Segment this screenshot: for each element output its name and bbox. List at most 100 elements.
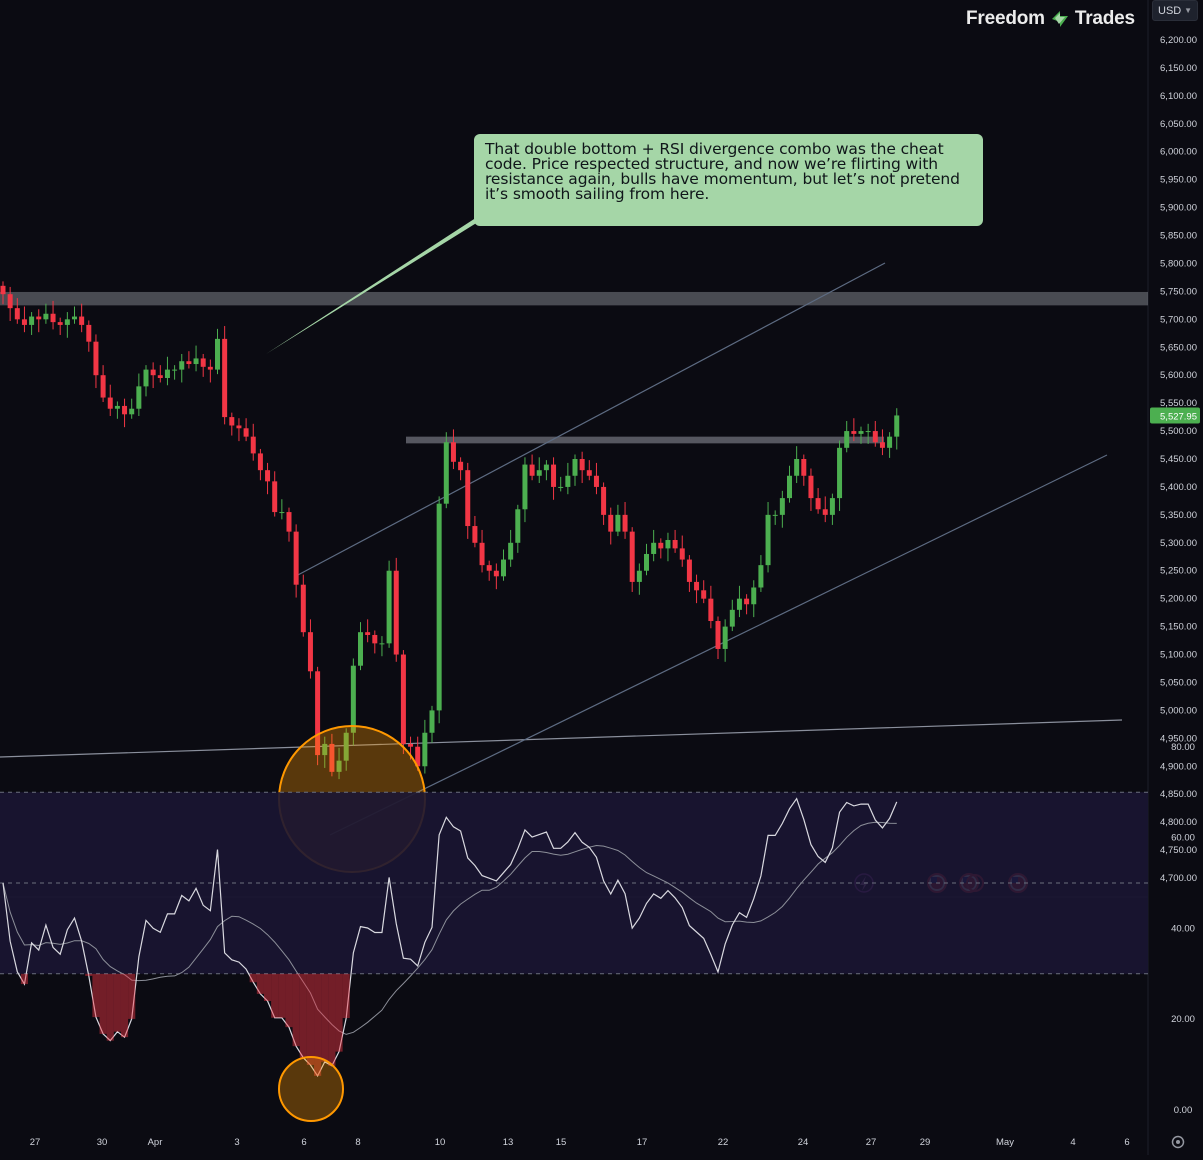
candle-body — [64, 319, 70, 325]
candle-body — [493, 570, 499, 577]
candle-body — [844, 431, 850, 448]
candle-body — [629, 531, 635, 582]
candle-body — [751, 587, 757, 605]
settings-gear-icon[interactable] — [1171, 1135, 1185, 1149]
candle-body — [343, 732, 349, 761]
candle-body — [36, 316, 42, 320]
candle-body — [322, 743, 328, 756]
candle-body — [429, 710, 435, 733]
rsi-oversold-fill — [285, 973, 293, 1028]
price-tick-label: 4,900.00 — [1160, 761, 1197, 772]
time-tick-label: 27 — [30, 1137, 41, 1148]
candle-body — [887, 436, 893, 448]
candle-body — [715, 621, 721, 649]
candle-body — [0, 285, 6, 295]
candle-body — [701, 590, 707, 599]
candle-body — [779, 498, 785, 515]
candle-body — [515, 509, 521, 543]
candle-body — [272, 481, 278, 513]
candle-body — [122, 405, 128, 415]
price-tick-label: 4,750.00 — [1160, 845, 1197, 856]
candle-body — [279, 512, 285, 514]
candle-body — [21, 319, 27, 325]
rsi-band-fill — [0, 792, 1148, 974]
channel-upper-line — [295, 262, 886, 577]
candle-body — [222, 338, 228, 418]
currency-selector[interactable]: USD ▼ — [1152, 0, 1198, 21]
price-tick-label: 5,450.00 — [1160, 454, 1197, 465]
candle-body — [315, 671, 321, 756]
time-tick-label: 10 — [435, 1137, 446, 1148]
rsi-oversold-fill — [278, 973, 286, 1018]
candle-body — [329, 743, 335, 772]
time-tick-label: 17 — [637, 1137, 648, 1148]
candle-body — [150, 369, 156, 376]
candle-body — [300, 584, 306, 633]
time-tick-label: 8 — [355, 1137, 360, 1148]
price-tick-label: 5,700.00 — [1160, 314, 1197, 325]
candle-body — [801, 459, 807, 476]
currency-label: USD — [1158, 4, 1182, 17]
candle-body — [465, 470, 471, 527]
resistance-line — [406, 436, 884, 444]
candle-body — [172, 369, 178, 371]
candle-body — [651, 542, 657, 554]
price-tick-label: 5,900.00 — [1160, 203, 1197, 214]
time-tick-label: 24 — [798, 1137, 809, 1148]
resistance-zone — [0, 291, 1148, 306]
price-tick-label: 5,200.00 — [1160, 594, 1197, 605]
brand-logo: Freedom Trades — [966, 8, 1135, 30]
brand-name-left: Freedom — [966, 8, 1045, 29]
candle-body — [129, 408, 135, 415]
candle-body — [622, 514, 628, 532]
brand-mark-icon — [1051, 11, 1068, 27]
candle-body — [694, 581, 700, 591]
candle-body — [307, 632, 313, 672]
candle-body — [508, 542, 514, 560]
rsi-oversold-fill — [249, 973, 257, 983]
candle-body — [236, 425, 242, 429]
candle-body — [872, 431, 878, 443]
candle-body — [565, 475, 571, 487]
price-tick-label: 6,050.00 — [1160, 119, 1197, 130]
price-tick-label: 4,850.00 — [1160, 789, 1197, 800]
candle-body — [672, 540, 678, 549]
candle-body — [79, 316, 85, 325]
annotation-callout[interactable]: That double bottom + RSI divergence comb… — [474, 134, 983, 226]
candle-body — [608, 514, 614, 532]
rsi-oversold-fill — [314, 973, 322, 1076]
candle-body — [293, 531, 299, 585]
candle-body — [665, 540, 671, 549]
time-tick-label: 3 — [234, 1137, 239, 1148]
rsi-oversold-fill — [263, 973, 272, 1001]
rsi-oversold-fill — [20, 973, 29, 985]
rsi-ma-line — [2, 821, 897, 1035]
time-tick-label: 6 — [1124, 1137, 1129, 1148]
candle-body — [365, 632, 371, 635]
candle-body — [372, 634, 378, 644]
time-tick-label: 13 — [503, 1137, 514, 1148]
candle-body — [386, 570, 392, 644]
price-tick-label: 5,000.00 — [1160, 705, 1197, 716]
candle-body — [708, 598, 714, 622]
candle-body — [551, 464, 557, 487]
last-price-badge — [1150, 407, 1200, 424]
candle-body — [286, 512, 292, 532]
candle-body — [50, 313, 56, 323]
price-tick-label: 5,950.00 — [1160, 175, 1197, 186]
price-tick-label: 6,000.00 — [1160, 147, 1197, 158]
last-price-label: 5,527.95 — [1160, 411, 1197, 422]
candle-body — [358, 632, 363, 666]
price-tick-label: 5,500.00 — [1160, 426, 1197, 437]
price-tick-label: 5,600.00 — [1160, 370, 1197, 381]
candle-body — [894, 415, 900, 437]
candle-body — [729, 609, 735, 627]
candle-body — [43, 313, 49, 320]
candle-body — [851, 431, 857, 434]
candle-body — [29, 316, 35, 325]
candle-body — [443, 442, 449, 504]
rsi-oversold-fill — [342, 973, 350, 1019]
candle-body — [415, 746, 421, 767]
